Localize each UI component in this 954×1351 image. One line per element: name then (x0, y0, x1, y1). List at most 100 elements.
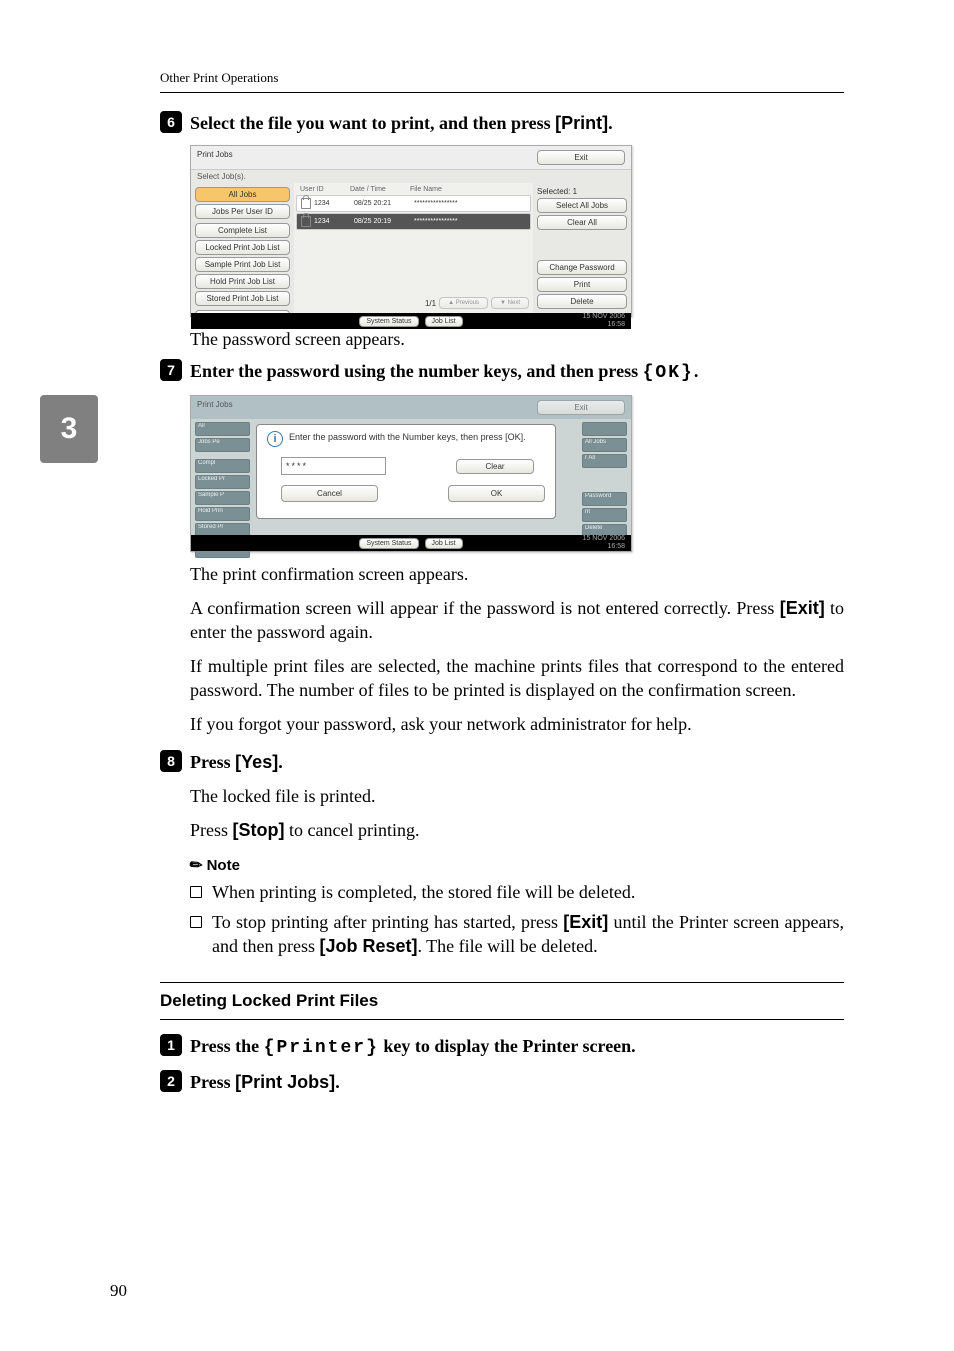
step-d1-text: Press the {Printer} key to display the P… (190, 1034, 636, 1060)
row0-user: 1234 (314, 200, 354, 207)
note-item-1: When printing is completed, the stored f… (190, 880, 844, 904)
step-6: 6 Select the file you want to print, and… (160, 111, 844, 135)
step-8-num-icon: 8 (160, 750, 182, 772)
row0-fn: **************** (414, 200, 458, 207)
table-row[interactable]: 1234 08/25 20:21 **************** (296, 195, 531, 212)
step-8-text-a: Press (190, 752, 235, 772)
screenshot-print-jobs: Print Jobs Exit Select Job(s). All Jobs … (190, 145, 632, 317)
sample-list-button[interactable]: Sample Print Job List (195, 257, 290, 272)
step-8: 8 Press [Yes]. (160, 750, 844, 774)
shot1-left-panel: All Jobs Jobs Per User ID Complete List … (191, 183, 294, 313)
change-pw-button[interactable]: Change Password (537, 260, 627, 275)
all-jobs-button[interactable]: All Jobs (195, 187, 290, 202)
locked-list-button[interactable]: Locked Print Job List (195, 240, 290, 255)
print-jobs-key-label: [Print Jobs] (235, 1072, 335, 1092)
note-heading: ✎Note (190, 856, 844, 874)
info-icon: i (267, 431, 283, 447)
faded-btn: All Jobs (582, 438, 627, 452)
row0-dt: 08/25 20:21 (354, 200, 414, 207)
faded-btn: Sample P (195, 491, 250, 505)
section-divider (160, 982, 844, 983)
print-button[interactable]: Print (537, 277, 627, 292)
exit-key-label: [Exit] (780, 598, 825, 618)
clear-button[interactable]: Clear (456, 459, 534, 474)
job-list-button[interactable]: Job List (425, 316, 463, 327)
faded-btn: Locked Pr (195, 475, 250, 489)
step-8-text: Press [Yes]. (190, 750, 283, 774)
yes-key-label: [Yes] (235, 752, 278, 772)
clear-all-button[interactable]: Clear All (537, 215, 627, 230)
step-7-num-icon: 7 (160, 359, 182, 381)
exit-key-label: [Exit] (563, 912, 608, 932)
body-p2: The print confirmation screen appears. (190, 562, 844, 586)
step-8-text-b: . (278, 752, 283, 772)
step-6-text-b: . (608, 113, 613, 133)
step-d2-text: Press [Print Jobs]. (190, 1070, 340, 1094)
password-field[interactable]: **** (281, 457, 386, 475)
timestamp: 15 NOV 200616:58 (583, 313, 625, 329)
print-key-label: [Print] (555, 113, 608, 133)
col-user: User ID (300, 186, 350, 193)
row1-fn: **************** (414, 218, 458, 225)
exit-button[interactable]: Exit (537, 400, 625, 415)
faded-btn: Hold Prin (195, 507, 250, 521)
body-p5: If you forgot your password, ask your ne… (190, 712, 844, 736)
pencil-icon: ✎ (186, 854, 207, 876)
cancel-button[interactable]: Cancel (281, 485, 378, 502)
faded-btn: All (195, 422, 250, 436)
stop-key-label: [Stop] (233, 820, 285, 840)
system-status-button[interactable]: System Status (359, 316, 418, 327)
hold-list-button[interactable]: Hold Print Job List (195, 274, 290, 289)
faded-btn: Password (582, 492, 627, 506)
note-1-text: When printing is completed, the stored f… (212, 880, 635, 904)
col-date: Date / Time (350, 186, 410, 193)
shot1-title: Print Jobs (197, 150, 233, 165)
step-7-text-b: . (694, 361, 699, 381)
row1-dt: 08/25 20:19 (354, 218, 414, 225)
row1-user: 1234 (314, 218, 354, 225)
system-status-button[interactable]: System Status (359, 538, 418, 549)
dialog-message: Enter the password with the Number keys,… (289, 431, 526, 443)
faded-btn: nt (582, 508, 627, 522)
table-row[interactable]: 1234 08/25 20:19 **************** (296, 213, 531, 230)
body-p4: If multiple print files are selected, th… (190, 654, 844, 702)
shot2-title: Print Jobs (197, 400, 233, 415)
faded-btn: Jobs Pe (195, 438, 250, 452)
jobs-per-user-button[interactable]: Jobs Per User ID (195, 204, 290, 219)
pager-next-button[interactable]: ▼ Next (491, 297, 529, 309)
chapter-tab: 3 (40, 395, 98, 463)
exit-button[interactable]: Exit (537, 150, 625, 165)
password-dialog: i Enter the password with the Number key… (256, 424, 556, 519)
pager-prev-button[interactable]: ▲ Previous (439, 297, 488, 309)
body-p7: Press [Stop] to cancel printing. (190, 818, 844, 842)
printer-key-label: {Printer} (264, 1038, 379, 1058)
complete-list-button[interactable]: Complete List (195, 223, 290, 238)
shot1-right-panel: Selected: 1 Select All Jobs Clear All Ch… (533, 183, 631, 313)
ok-button[interactable]: OK (448, 485, 545, 502)
step-7: 7 Enter the password using the number ke… (160, 359, 844, 385)
shot1-job-list: User ID Date / Time File Name 1234 08/25… (294, 183, 533, 313)
step-d2: 2 Press [Print Jobs]. (160, 1070, 844, 1094)
body-p3: A confirmation screen will appear if the… (190, 596, 844, 644)
bullet-icon (190, 886, 202, 898)
step-6-text: Select the file you want to print, and t… (190, 111, 613, 135)
faded-btn: Compl (195, 459, 250, 473)
step-6-num-icon: 6 (160, 111, 182, 133)
timestamp: 15 NOV 200616:58 (583, 535, 625, 551)
selected-count: 1 (573, 187, 577, 196)
lock-icon (301, 216, 311, 227)
screenshot-password-dialog: Print Jobs Exit All Jobs Pe Compl Locked… (190, 395, 632, 552)
note-2-text: To stop printing after printing has star… (212, 910, 844, 958)
step-d1-num-icon: 1 (160, 1034, 182, 1056)
faded-btn (582, 422, 627, 436)
select-all-button[interactable]: Select All Jobs (537, 198, 627, 213)
job-reset-key-label: [Job Reset] (319, 936, 417, 956)
stored-list-button[interactable]: Stored Print Job List (195, 291, 290, 306)
step-6-text-a: Select the file you want to print, and t… (190, 113, 555, 133)
delete-button[interactable]: Delete (537, 294, 627, 309)
step-7-text-a: Enter the password using the number keys… (190, 361, 643, 381)
bullet-icon (190, 916, 202, 928)
body-p1: The password screen appears. (190, 327, 844, 351)
job-list-button[interactable]: Job List (425, 538, 463, 549)
page-header: Other Print Operations (160, 0, 844, 93)
